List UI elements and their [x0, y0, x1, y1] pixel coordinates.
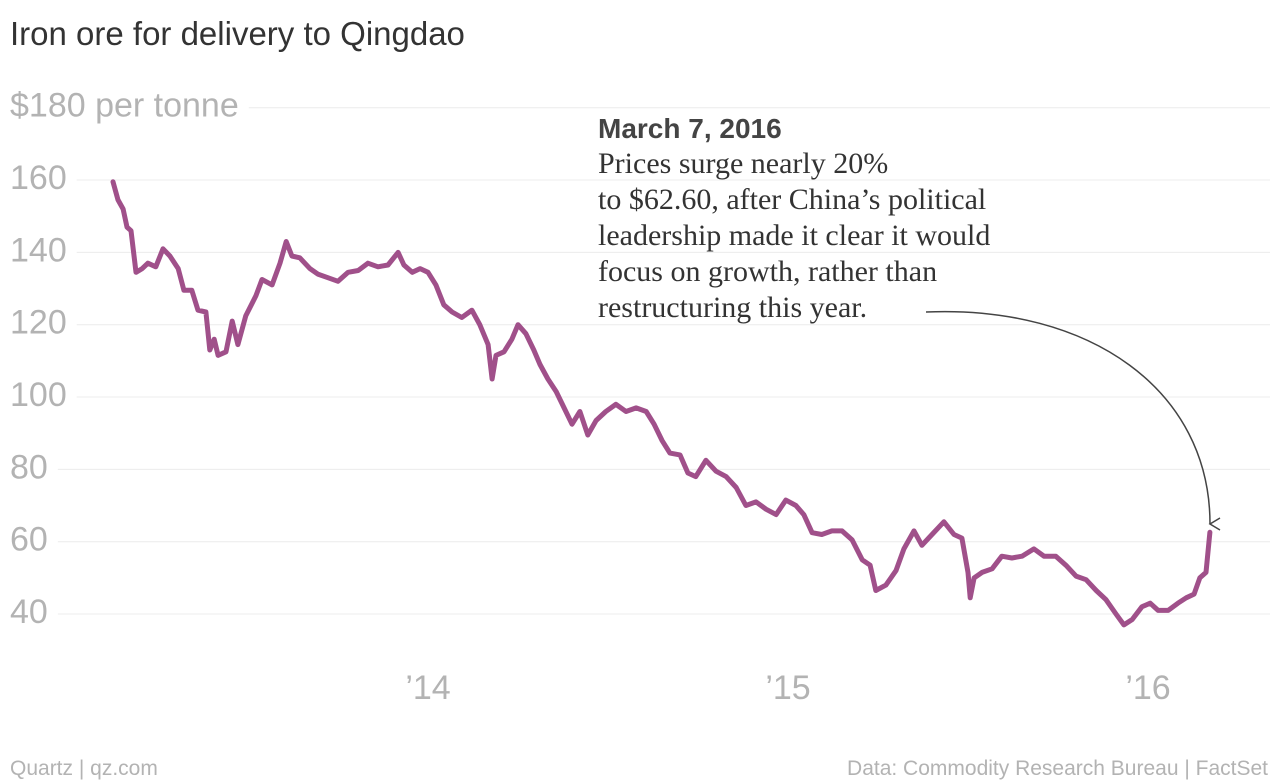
- chart-title: Iron ore for delivery to Qingdao: [10, 15, 465, 52]
- y-tick-label: 80: [10, 448, 48, 486]
- annotation-title: March 7, 2016: [598, 113, 782, 144]
- y-tick-label: 40: [10, 593, 48, 631]
- y-tick-label: 60: [10, 521, 48, 559]
- price-line: [110, 179, 1213, 628]
- source-right: Data: Commodity Research Bureau | FactSe…: [847, 757, 1268, 780]
- annotation-line: focus on growth, rather than: [598, 255, 937, 288]
- annotation-line: to $62.60, after China’s political: [598, 183, 986, 216]
- annotation-arrow: [925, 310, 1221, 531]
- annotation-line: restructuring this year.: [598, 291, 867, 324]
- mark-layer: [110, 179, 1213, 628]
- y-tick-label: 100: [10, 376, 67, 414]
- y-tick-label: $180 per tonne: [10, 87, 239, 125]
- annotation-line: leadership made it clear it would: [598, 219, 990, 252]
- annotation-line: Prices surge nearly 20%: [598, 147, 888, 180]
- y-tick-label: 120: [10, 304, 67, 342]
- x-tick-label: ’14: [405, 669, 450, 707]
- y-tick-label: 160: [10, 159, 67, 197]
- source-left: Quartz | qz.com: [10, 757, 158, 780]
- x-tick-label: ’16: [1125, 669, 1170, 707]
- grid-layer: [57, 107, 1270, 615]
- x-tick-label: ’15: [765, 669, 810, 707]
- y-tick-label: 140: [10, 231, 67, 269]
